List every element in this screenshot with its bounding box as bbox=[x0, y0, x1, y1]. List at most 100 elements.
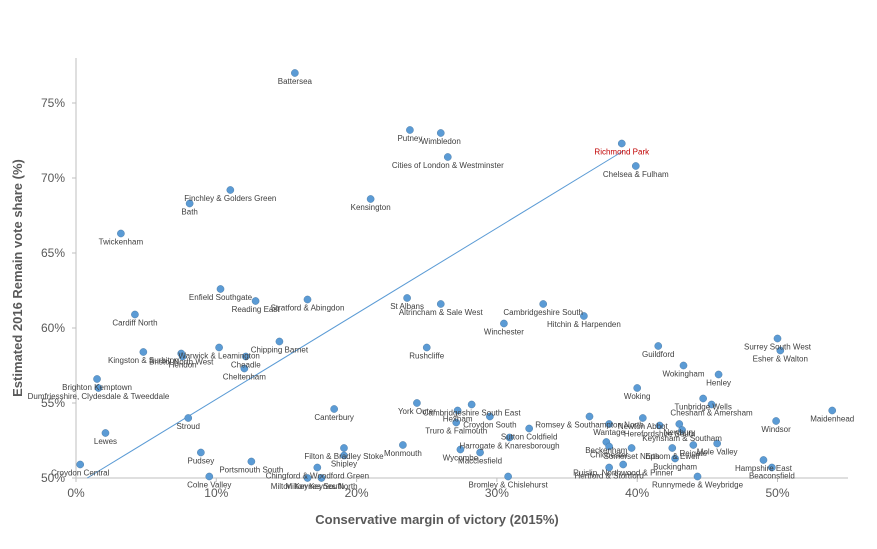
point-dumfriesshire-clydesdale-tweeddale bbox=[94, 384, 103, 392]
label-colne-valley: Colne Valley bbox=[187, 481, 231, 490]
point-windsor bbox=[772, 417, 780, 425]
point-newton-abbot bbox=[639, 414, 647, 422]
point-chesham-amersham bbox=[707, 400, 716, 409]
point-cities-of-london-westminster bbox=[443, 153, 452, 161]
x-tick-label: 40% bbox=[625, 486, 649, 500]
point-enfield-southgate bbox=[216, 285, 225, 293]
point-tunbridge-wells bbox=[699, 394, 707, 403]
label-portsmouth-south: Portsmouth South bbox=[219, 466, 283, 475]
point-warwick-leamington bbox=[215, 343, 223, 352]
y-tick-label: 50% bbox=[41, 471, 65, 485]
label-york-outer: York Outer bbox=[398, 407, 436, 416]
label-lewes: Lewes bbox=[94, 437, 117, 446]
x-tick-label: 20% bbox=[345, 486, 369, 500]
label-guildford: Guildford bbox=[642, 350, 674, 359]
point-battersea bbox=[291, 69, 299, 77]
label-filton-bradley-stoke: Filton & Bradley Stoke bbox=[304, 452, 384, 461]
point-filton-bradley-stoke bbox=[340, 444, 348, 452]
label-hitchin-harpenden: Hitchin & Harpenden bbox=[547, 320, 621, 329]
point-sutton-coldfield bbox=[525, 424, 533, 433]
point-bath bbox=[185, 199, 194, 208]
label-rushcliffe: Rushcliffe bbox=[409, 352, 445, 361]
label-croydon-south: Croydon South bbox=[463, 421, 516, 430]
label-kingston-surbiton: Kingston & Surbiton bbox=[108, 356, 179, 365]
point-winchester bbox=[500, 319, 508, 328]
label-cardiff-north: Cardiff North bbox=[112, 319, 157, 328]
label-pudsey: Pudsey bbox=[188, 457, 215, 466]
point-mole-valley bbox=[713, 439, 721, 448]
point-colne-valley bbox=[205, 472, 214, 481]
label-wokingham: Wokingham bbox=[662, 370, 704, 379]
point-milton-keynes-north bbox=[317, 474, 326, 482]
label-hendon: Hendon bbox=[169, 361, 197, 370]
points-layer bbox=[76, 69, 837, 482]
point-chipping-barnet bbox=[275, 337, 284, 346]
label-milton-keynes-north: Milton Keynes North bbox=[286, 482, 358, 491]
label-richmond-park: Richmond Park bbox=[594, 148, 650, 157]
label-hampshire-east: Hampshire East bbox=[735, 464, 793, 473]
point-romsey-southampton-north bbox=[585, 412, 594, 421]
label-chipping-barnet: Chipping Barnet bbox=[251, 346, 309, 355]
x-tick-label: 30% bbox=[485, 486, 509, 500]
y-tick-label: 60% bbox=[41, 321, 65, 335]
label-woking: Woking bbox=[624, 392, 651, 401]
point-chingford-woodford-green bbox=[313, 463, 322, 472]
label-macclesfield: Macclesfield bbox=[458, 457, 502, 466]
point-harrogate-knaresborough bbox=[505, 433, 514, 442]
point-herefordshire-south bbox=[655, 421, 664, 430]
point-hitchin-harpenden bbox=[580, 312, 588, 320]
label-newton-abbot: Newton Abbot bbox=[618, 422, 669, 431]
point-stratford-abingdon bbox=[303, 295, 312, 304]
label-harrogate-knaresborough: Harrogate & Knaresborough bbox=[459, 442, 559, 451]
label-bristol-north-west: Bristol North West bbox=[149, 358, 214, 367]
point-milton-keynes-south bbox=[303, 474, 312, 482]
label-croydon-central: Croydon Central bbox=[51, 469, 109, 478]
point-cambridgeshire-south-east bbox=[467, 400, 476, 409]
point-twickenham bbox=[117, 229, 125, 238]
label-reading-east: Reading East bbox=[232, 305, 281, 314]
point-keynsham-southam bbox=[678, 426, 686, 434]
point-putney bbox=[406, 126, 414, 134]
label-hexham: Hexham bbox=[443, 415, 473, 424]
trendline-layer bbox=[86, 150, 624, 479]
point-guildford bbox=[654, 342, 663, 350]
label-herefordshire-south: Herefordshire South bbox=[624, 430, 696, 439]
point-maidenhead bbox=[828, 406, 837, 415]
label-chelsea-fulham: Chelsea & Fulham bbox=[603, 170, 669, 179]
label-runnymede-weybridge: Runnymede & Weybridge bbox=[652, 481, 744, 490]
label-windsor: Windsor bbox=[761, 425, 791, 434]
point-chichester bbox=[605, 442, 613, 451]
x-tick-label: 0% bbox=[67, 486, 85, 500]
point-chelsea-fulham bbox=[631, 162, 640, 170]
point-runnymede-weybridge bbox=[693, 472, 702, 481]
label-altrincham-sale-west: Altrincham & Sale West bbox=[399, 308, 484, 317]
label-dumfriesshire-clydesdale-tweeddale: Dumfriesshire, Clydesdale & Tweeddale bbox=[28, 392, 170, 401]
label-enfield-southgate: Enfield Southgate bbox=[189, 293, 253, 302]
label-bath: Bath bbox=[181, 208, 197, 217]
y-tick-label: 65% bbox=[41, 246, 65, 260]
point-rushcliffe bbox=[422, 343, 431, 352]
label-shipley: Shipley bbox=[331, 460, 357, 469]
label-winchester: Winchester bbox=[484, 328, 524, 337]
y-tick-label: 70% bbox=[41, 171, 65, 185]
label-bromley-chislehurst: Bromley & Chislehurst bbox=[469, 481, 549, 490]
label-monmouth: Monmouth bbox=[384, 449, 422, 458]
point-hendon bbox=[178, 352, 187, 361]
label-reigate: Reigate bbox=[680, 449, 708, 458]
point-cambridgeshire-south bbox=[539, 300, 547, 308]
point-york-outer bbox=[413, 399, 421, 407]
label-stroud: Stroud bbox=[176, 422, 200, 431]
point-altrincham-sale-west bbox=[436, 300, 445, 308]
point-croydon-south bbox=[486, 412, 494, 421]
label-battersea: Battersea bbox=[278, 77, 313, 86]
point-woking bbox=[633, 384, 642, 392]
point-lewes bbox=[101, 429, 110, 437]
label-brighton-kemptown: Brighton Kemptown bbox=[62, 383, 132, 392]
point-reigate bbox=[689, 441, 698, 449]
point-wimbledon bbox=[436, 129, 445, 137]
label-newbury: Newbury bbox=[664, 428, 696, 437]
point-portsmouth-south bbox=[247, 457, 256, 466]
